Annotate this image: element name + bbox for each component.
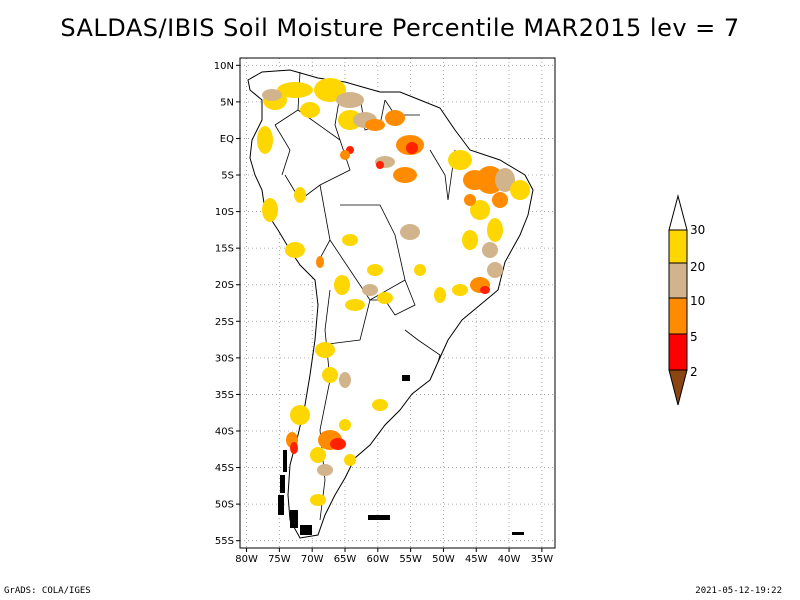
percentile-patch-gold xyxy=(315,342,335,358)
colorbar-bin-10 xyxy=(668,297,688,335)
colorbar-bin-5 xyxy=(668,333,688,371)
percentile-patch-orange xyxy=(464,194,476,206)
lat-tick-label: 45S xyxy=(215,463,234,474)
colorbar-label-30: 30 xyxy=(690,223,705,237)
island-features xyxy=(368,375,524,535)
footer-timestamp: 2021-05-12-19:22 xyxy=(695,586,782,596)
lon-tick-label: 60W xyxy=(367,554,390,565)
colorbar-label-20: 20 xyxy=(690,260,705,274)
footer-credit: GrADS: COLA/IGES xyxy=(4,586,91,596)
percentile-patch-gold xyxy=(310,447,326,463)
percentile-patch-gold xyxy=(414,264,426,276)
percentile-patch-orange xyxy=(393,167,417,183)
percentile-patch-tan xyxy=(487,262,503,278)
colorbar-bin-30 xyxy=(668,229,688,264)
percentile-patch-gold xyxy=(277,82,313,98)
colorbar-label-5: 5 xyxy=(690,330,698,344)
percentile-patch-gold xyxy=(487,218,503,242)
percentile-patch-orange xyxy=(316,256,324,268)
chile-archipelago xyxy=(278,450,312,535)
lat-tick-label: EQ xyxy=(220,134,234,145)
lat-tick-label: 35S xyxy=(215,390,234,401)
percentile-patches xyxy=(257,78,530,506)
lon-tick-label: 45W xyxy=(465,554,488,565)
lon-tick-label: 55W xyxy=(399,554,422,565)
map-frame xyxy=(239,57,556,549)
percentile-patch-tan xyxy=(262,89,282,101)
lat-tick-label: 5N xyxy=(220,97,234,108)
percentile-patch-gold xyxy=(300,102,320,118)
percentile-patch-red xyxy=(330,438,346,450)
colorbar-arrow-top xyxy=(668,194,688,231)
percentile-patch-red xyxy=(480,286,490,294)
colorbar-label-10: 10 xyxy=(690,294,705,308)
map-title: SALDAS/IBIS Soil Moisture Percentile MAR… xyxy=(60,14,740,42)
percentile-patch-orange xyxy=(365,119,385,131)
continent-outline xyxy=(247,69,534,539)
percentile-patch-gold xyxy=(342,234,358,246)
percentile-patch-tan xyxy=(336,92,364,108)
lon-tick-label: 50W xyxy=(432,554,455,565)
percentile-patch-gold xyxy=(285,242,305,258)
lon-tick-label: 75W xyxy=(268,554,291,565)
percentile-patch-gold xyxy=(462,230,478,250)
lat-tick-label: 5S xyxy=(221,171,234,182)
colorbar-bin-20 xyxy=(668,262,688,299)
lat-tick-label: 30S xyxy=(215,353,234,364)
percentile-patch-red xyxy=(290,442,298,454)
percentile-patch-gold xyxy=(434,287,446,303)
percentile-patch-gold xyxy=(448,150,472,170)
percentile-patch-orange xyxy=(340,150,350,160)
percentile-patch-gold xyxy=(470,200,490,220)
lat-tick-label: 10S xyxy=(215,207,234,218)
percentile-patch-gold xyxy=(452,284,468,296)
percentile-patch-gold xyxy=(344,454,356,466)
lat-tick-label: 25S xyxy=(215,317,234,328)
axis-ticks: 80W 75W 70W 65W 60W 55W 50W 45W 40W 35W 10N 5N EQ 5S 1… xyxy=(214,61,554,565)
percentile-patch-gold xyxy=(334,275,350,295)
percentile-patch-tan xyxy=(482,242,498,258)
lat-tick-label: 55S xyxy=(215,536,234,547)
colorbar-label-2: 2 xyxy=(690,365,698,379)
percentile-patch-tan xyxy=(317,464,333,476)
percentile-patch-gold xyxy=(257,126,273,154)
percentile-patch-gold xyxy=(510,180,530,200)
percentile-patch-gold xyxy=(339,419,351,431)
percentile-patch-gold xyxy=(367,264,383,276)
lat-tick-label: 40S xyxy=(215,426,234,437)
lon-tick-label: 65W xyxy=(334,554,357,565)
percentile-patch-tan xyxy=(362,284,378,296)
percentile-patch-gold xyxy=(310,494,326,506)
lon-tick-label: 35W xyxy=(531,554,554,565)
lat-tick-label: 10N xyxy=(214,61,234,72)
lat-tick-label: 20S xyxy=(215,280,234,291)
colorbar-arrow-bottom xyxy=(668,369,688,406)
percentile-patch-gold xyxy=(290,405,310,425)
percentile-patch-gold xyxy=(322,367,338,383)
percentile-patch-red xyxy=(376,161,384,169)
percentile-patch-gold xyxy=(372,399,388,411)
percentile-patch-orange xyxy=(385,110,405,126)
percentile-patch-red xyxy=(406,142,418,154)
percentile-patch-gold xyxy=(294,187,306,203)
percentile-patch-tan xyxy=(495,168,515,192)
percentile-patch-gold xyxy=(262,198,278,222)
lon-tick-label: 70W xyxy=(301,554,324,565)
percentile-patch-gold xyxy=(377,292,393,304)
lon-tick-label: 40W xyxy=(498,554,521,565)
lat-tick-label: 15S xyxy=(215,244,234,255)
percentile-patch-tan xyxy=(400,224,420,240)
country-borders xyxy=(274,71,456,521)
percentile-patch-orange xyxy=(492,192,508,208)
percentile-patch-gold xyxy=(345,299,365,311)
lat-tick-label: 50S xyxy=(215,500,234,511)
lon-tick-label: 80W xyxy=(235,554,258,565)
percentile-patch-tan xyxy=(339,372,351,388)
colorbar: 30 20 10 5 2 xyxy=(668,194,705,406)
